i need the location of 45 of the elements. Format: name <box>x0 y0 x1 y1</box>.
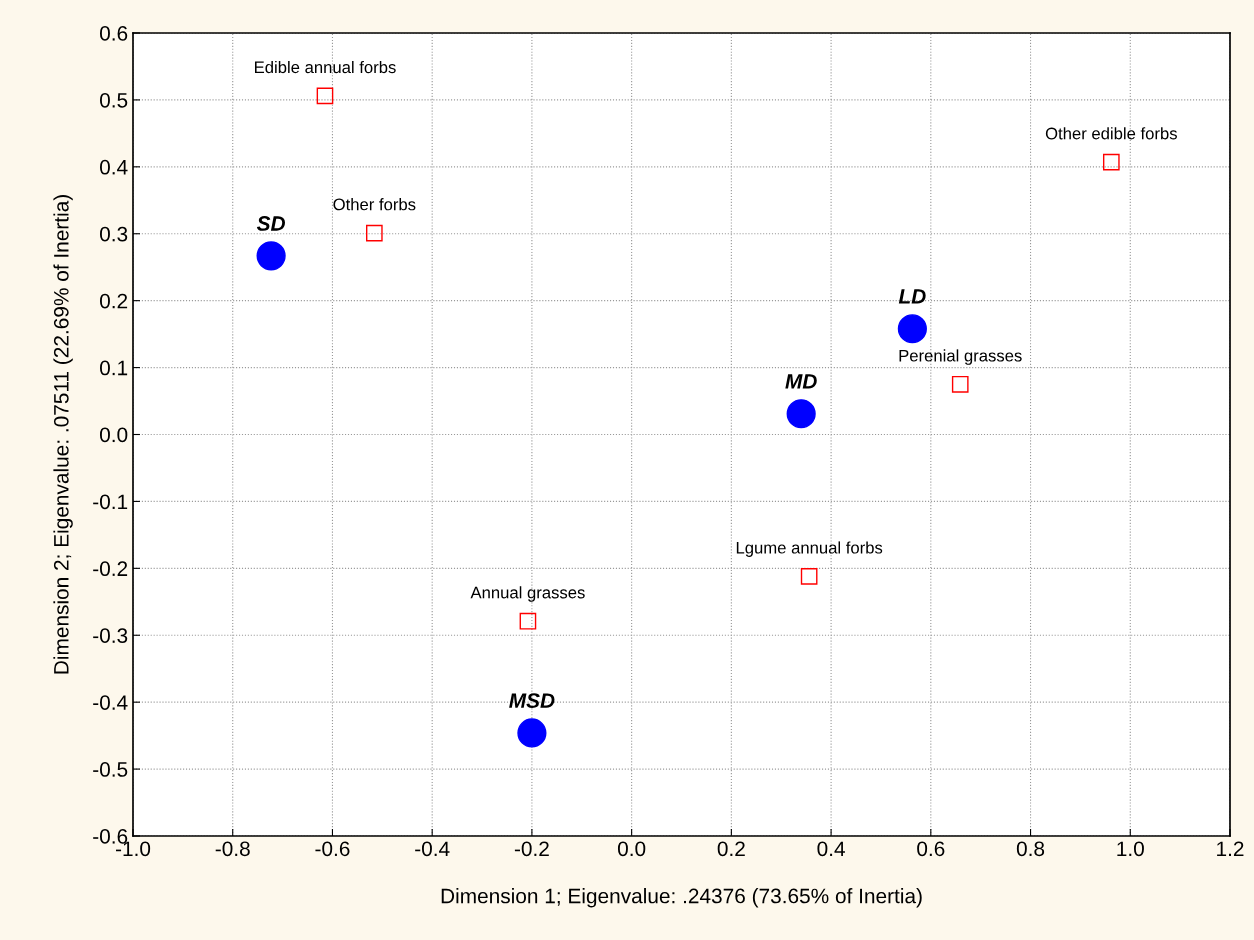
y-tick-label: -0.4 <box>93 695 128 710</box>
point <box>517 718 547 748</box>
y-tick-label: 0.4 <box>99 159 128 175</box>
annotation: Perenial grasses <box>899 349 1022 365</box>
x-tick-label: 0.2 <box>717 841 745 857</box>
x-tick-label: 1.2 <box>1217 841 1244 856</box>
annotation: Lgume annual forbs <box>736 541 883 557</box>
y-tick-label: 0.3 <box>99 226 128 242</box>
annotation: Annual grasses <box>470 586 585 602</box>
point <box>519 612 537 630</box>
point <box>256 241 286 271</box>
annotation: Other edible forbs <box>1045 127 1177 140</box>
x-tick-label: 1.0 <box>1117 841 1144 857</box>
point <box>316 87 334 105</box>
y-tick-label: 0.5 <box>99 92 128 108</box>
annotation: MSD <box>509 693 555 708</box>
annotation: Edible annual forbs <box>255 60 396 74</box>
y-tick-label: -0.1 <box>93 494 128 510</box>
point <box>897 314 927 344</box>
y-axis-title: Dimension 2; Eigenvalue: .07511 (22.69% of Inertia) <box>53 195 73 674</box>
y-tick-label: 0.6 <box>99 26 128 41</box>
point <box>786 399 816 429</box>
y-tick-label: 0.1 <box>99 360 128 376</box>
point <box>800 568 818 585</box>
annotation: Other forbs <box>333 198 416 211</box>
annotation: SD <box>256 216 285 231</box>
x-tick-label: 0.6 <box>917 841 945 857</box>
x-tick-label: -0.8 <box>215 841 250 857</box>
point <box>951 375 969 393</box>
point <box>1102 153 1120 171</box>
x-axis-title: Dimension 1; Eigenvalue: .24376 (73.65% of Inertia) <box>441 888 922 908</box>
annotation: LD <box>898 289 926 304</box>
y-tick-label: -0.5 <box>93 762 128 777</box>
y-tick-label: -0.3 <box>93 628 128 643</box>
y-tick-label: 0.2 <box>99 293 128 309</box>
x-tick-label: -0.4 <box>415 841 450 857</box>
x-tick-label: 0.4 <box>817 841 845 857</box>
point <box>366 224 383 242</box>
annotation: MD <box>785 374 817 389</box>
y-tick-label: -0.2 <box>93 561 128 577</box>
y-tick-label: 0.0 <box>99 427 128 443</box>
x-tick-label: -0.6 <box>315 841 350 857</box>
x-tick-label: 0.0 <box>617 841 646 857</box>
x-tick-label: 0.8 <box>1016 841 1045 857</box>
x-tick-label: -0.2 <box>514 841 549 857</box>
